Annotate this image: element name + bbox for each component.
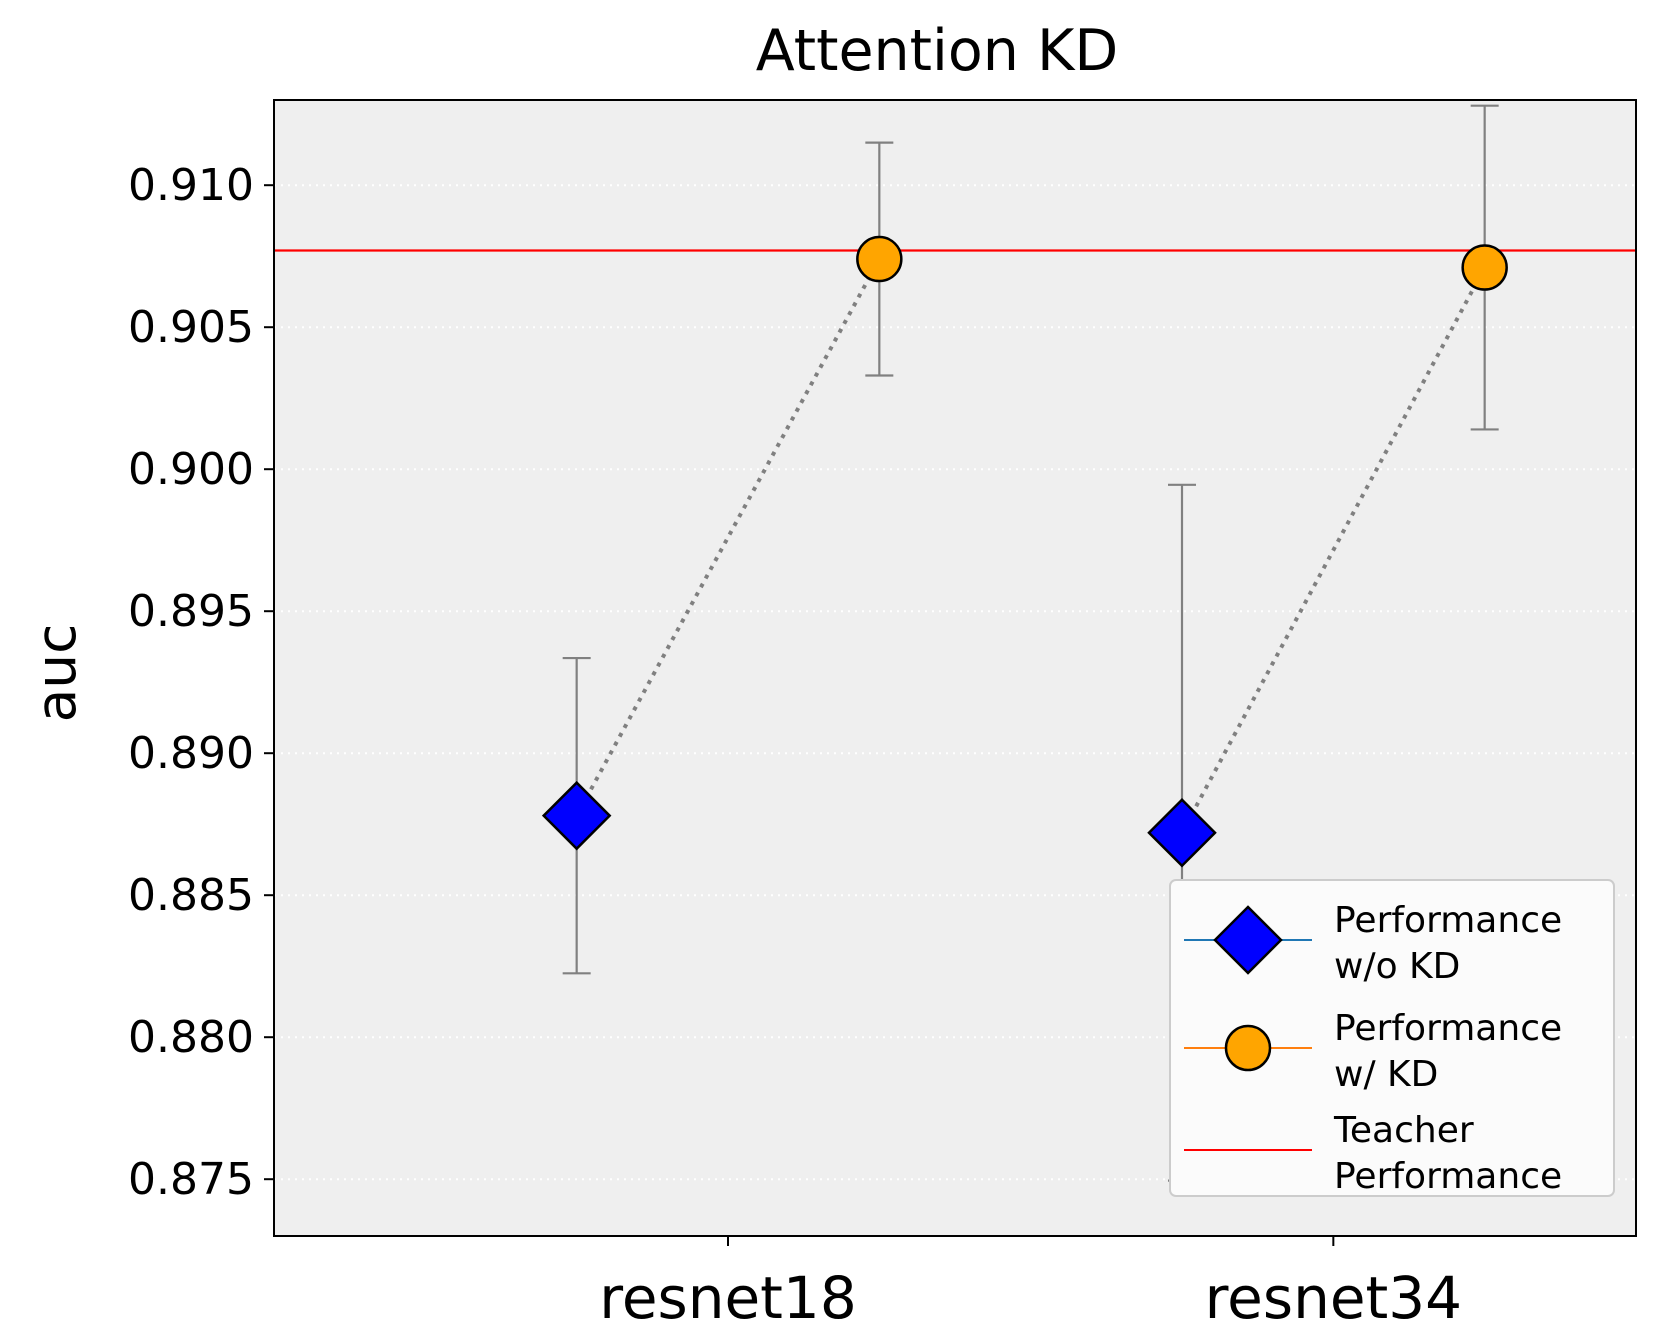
legend-entry: Performance w/o KD [1184, 900, 1562, 987]
legend-marker-diamond [1213, 905, 1283, 975]
legend-label: Teacher [1333, 1110, 1474, 1151]
y-tick-label: 0.875 [128, 1154, 254, 1205]
chart-title: Attention KD [756, 18, 1118, 84]
y-tick-label: 0.900 [128, 444, 254, 495]
point-w-kd [856, 235, 903, 283]
point-wo-kd [1147, 797, 1217, 868]
legend-label: Performance [1334, 1008, 1562, 1049]
connector-line [1180, 266, 1487, 834]
legend-entry: Teacher Performance [1184, 1110, 1562, 1197]
y-tick-label: 0.895 [128, 586, 254, 637]
legend-label: w/ KD [1334, 1054, 1438, 1095]
x-tick-label: resnet34 [1205, 1264, 1462, 1332]
axes-frame [273, 99, 1637, 1237]
legend-label: Performance [1334, 1156, 1562, 1197]
point-wo-kd [541, 780, 612, 851]
legend-label: w/o KD [1334, 946, 1460, 987]
legend-entry: Performance w/ KD [1184, 1008, 1562, 1095]
y-tick-label: 0.890 [128, 728, 254, 779]
legend-label: Performance [1334, 900, 1562, 941]
y-tick-label: 0.905 [128, 302, 254, 353]
legend-marker-circle [1224, 1024, 1272, 1072]
point-w-kd [1461, 244, 1508, 291]
legend: Performance w/o KD Performance w/ KD Teacher… [1169, 879, 1615, 1197]
y-tick-label: 0.910 [128, 160, 254, 211]
plot-area: 0.875 0.880 0.885 0.890 0.895 0.900 0.905 0.910… [128, 99, 1637, 1332]
y-tick-label: 0.880 [128, 1012, 254, 1063]
x-tick-label: resnet18 [599, 1264, 856, 1332]
y-axis-label: auc [24, 624, 88, 723]
y-tick-label: 0.885 [128, 870, 254, 921]
legend-box [1169, 879, 1615, 1197]
